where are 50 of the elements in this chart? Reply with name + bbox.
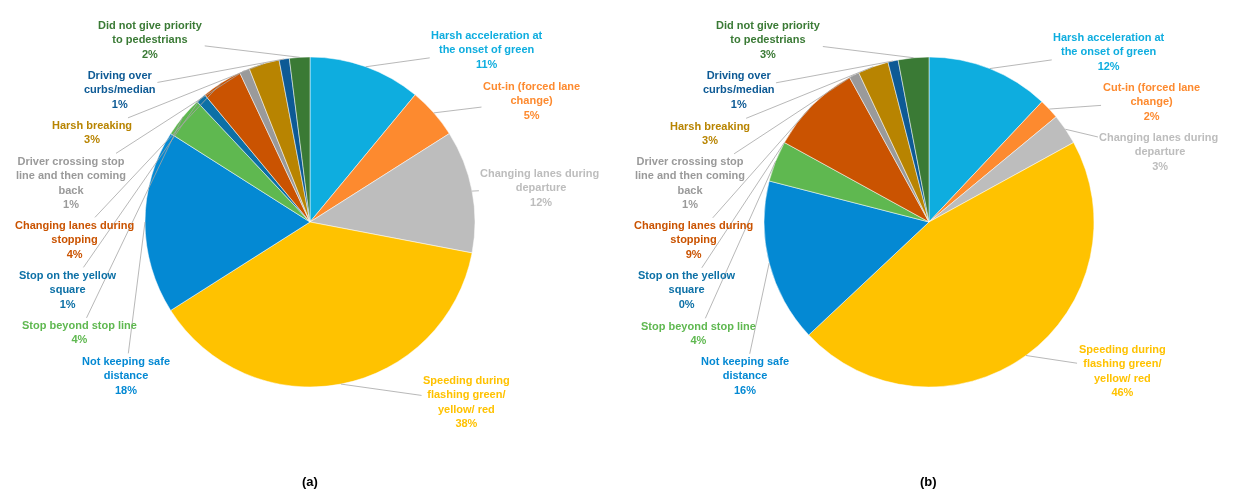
slice-label: Cut-in (forced lane change) [1103,81,1201,108]
slice-label: Driving over curbs/median [84,69,156,96]
data-label: 9% [685,247,702,260]
slice-label: Did not give priority to pedestrians [98,19,203,46]
text: 0% [678,297,695,310]
data-label: 16% [734,383,757,396]
slice-label: Changing lanes during stopping [634,219,754,246]
data-label: 1% [730,97,747,110]
slice-label: Harsh acceleration at the onset of green [1053,31,1165,58]
data-label: 12% [1097,59,1120,72]
data-label: 46% [1111,385,1134,398]
data-label: 1% [111,97,128,110]
slice-label: Driver crossing stop line and then coming back [16,155,127,196]
slice-label: Harsh breaking [52,119,133,131]
data-label: 3% [702,134,719,147]
slice-label: Stop beyond stop line [641,320,756,332]
data-label: 38% [455,416,478,429]
slice-label: Stop beyond stop line [22,319,137,331]
data-label: 1% [59,297,76,310]
data-label: 1% [63,197,80,210]
data-label: 4% [690,334,707,347]
slice-label: Did not give priority to pedestrians [716,19,821,46]
slice-label: Changing lanes during departure [480,167,603,194]
slice-label: Cut-in (forced lane change) [483,80,581,107]
slice-label: Speeding during flashing green/ yellow/ red [1079,343,1166,384]
text: (a) [302,474,318,489]
data-label: 1% [682,197,699,210]
data-label: 4% [66,247,83,260]
slice-label: Stop on the yellow square [19,269,117,296]
category-label: Stop on the yellow square [638,269,736,296]
slice-label: Changing lanes during departure [1099,131,1222,158]
slice-label: Harsh acceleration at the onset of green [431,29,543,56]
data-label: 3% [1152,159,1169,172]
data-label: 5% [523,108,540,121]
slice-label: Speeding during flashing green/ yellow/ red [423,374,510,415]
data-label: 3% [760,47,777,60]
text: (b) [920,474,937,489]
slice-label: Driving over curbs/median [703,69,775,96]
slice-label: Not keeping safe distance [82,355,171,382]
data-label: 2% [142,47,159,60]
data-label: 3% [84,133,101,146]
data-label: 11% [475,57,498,70]
data-label: 4% [71,333,88,346]
slice-label: Harsh breaking [670,120,751,132]
slice-label: Driver crossing stop line and then coming back [635,155,746,196]
slice-label: Changing lanes during stopping [15,219,135,246]
slice-label: Not keeping safe distance [701,355,790,382]
data-label: 2% [1143,109,1160,122]
data-label: 18% [115,383,138,396]
data-label: 12% [530,195,553,208]
